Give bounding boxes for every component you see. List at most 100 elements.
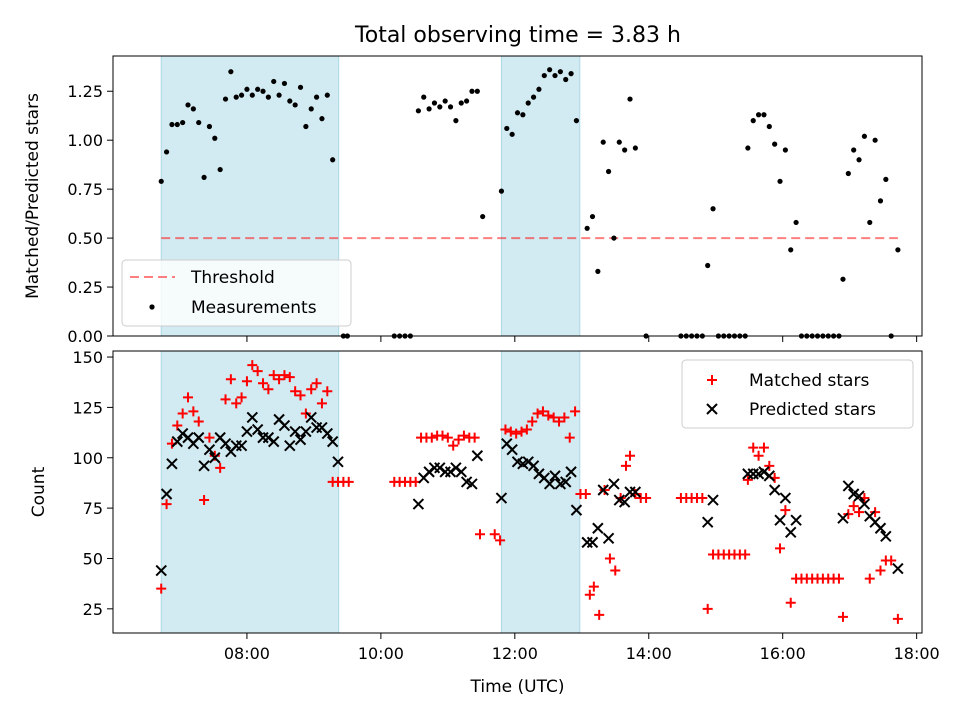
measurement-point bbox=[228, 69, 234, 75]
matched-star-point bbox=[564, 432, 575, 443]
predicted-star-point bbox=[629, 486, 642, 498]
matched-star-point bbox=[521, 424, 532, 435]
measurement-point bbox=[840, 276, 846, 282]
predicted-star-point bbox=[428, 462, 441, 474]
predicted-star-point bbox=[251, 423, 264, 436]
matched-star-point bbox=[594, 609, 605, 620]
predicted-star-point bbox=[747, 468, 759, 480]
count-panel-frame bbox=[112, 350, 923, 634]
measurement-point bbox=[319, 116, 325, 122]
matched-star-point bbox=[620, 460, 631, 471]
measurement-point bbox=[793, 219, 799, 226]
matched-star-point bbox=[274, 374, 285, 385]
matched-star-point bbox=[516, 426, 527, 437]
matched-star-point bbox=[458, 430, 469, 441]
measurement-point bbox=[557, 69, 563, 75]
matched-star-point bbox=[453, 434, 464, 445]
matched-star-point bbox=[279, 370, 290, 381]
matched-star-point bbox=[252, 366, 263, 377]
predicted-star-point bbox=[235, 439, 248, 452]
measurement-point bbox=[308, 106, 314, 112]
measurement-point bbox=[573, 118, 580, 124]
measurement-point bbox=[509, 131, 515, 137]
matched-star-point bbox=[864, 573, 875, 584]
count-panel-y-axis: 25 50 75 100 125 150 bbox=[72, 348, 113, 619]
y-tick-label: 150 bbox=[72, 348, 103, 367]
matched-star-point bbox=[505, 426, 516, 437]
matched-star-point bbox=[641, 493, 652, 504]
measurement-point bbox=[287, 98, 293, 104]
measurement-point bbox=[895, 247, 901, 253]
matched-star-point bbox=[532, 408, 543, 419]
matched-star-point bbox=[500, 424, 511, 435]
ratio-panel-frame bbox=[112, 55, 923, 337]
measurement-point bbox=[158, 178, 164, 184]
matched-star-point bbox=[426, 432, 437, 443]
matched-star-point bbox=[554, 416, 565, 427]
predicted-star-point bbox=[790, 514, 802, 526]
matched-star-point bbox=[854, 507, 865, 518]
measurement-point bbox=[777, 178, 783, 184]
measurement-point bbox=[584, 225, 590, 231]
predicted-star-point bbox=[506, 443, 518, 456]
measurement-point bbox=[415, 108, 421, 114]
legend-matched-swatch bbox=[707, 375, 717, 385]
legend-matched-label: Matched stars bbox=[749, 371, 869, 391]
legend-measurements-swatch bbox=[149, 304, 155, 310]
predicted-star-point bbox=[858, 498, 871, 510]
matched-star-point bbox=[220, 394, 231, 405]
y-tick-label: 25 bbox=[83, 600, 103, 619]
matched-star-point bbox=[785, 597, 796, 608]
predicted-star-point bbox=[305, 411, 317, 424]
ratio-panel-data bbox=[158, 67, 901, 339]
x-axis-label: Time (UTC) bbox=[470, 677, 565, 697]
predicted-star-point bbox=[624, 486, 636, 498]
measurement-point bbox=[520, 112, 526, 118]
matched-star-point bbox=[204, 432, 215, 443]
predicted-star-point bbox=[763, 470, 776, 482]
ratio-legend: Threshold Measurements bbox=[121, 259, 352, 327]
matched-star-point bbox=[764, 460, 775, 471]
measurement-point bbox=[458, 100, 464, 106]
count-panel-data bbox=[155, 360, 904, 624]
measurement-point bbox=[303, 123, 309, 130]
measurement-point bbox=[605, 168, 612, 175]
measurement-point bbox=[552, 72, 558, 79]
measurement-point bbox=[867, 219, 873, 226]
matched-star-point bbox=[156, 583, 167, 594]
measurement-point bbox=[600, 139, 606, 145]
measurement-point bbox=[271, 78, 277, 85]
ratio-legend-box bbox=[121, 259, 352, 327]
predicted-star-point bbox=[278, 419, 291, 432]
predicted-star-point bbox=[246, 411, 259, 424]
predicted-star-point bbox=[321, 427, 334, 440]
measurement-point bbox=[627, 96, 633, 102]
measurement-point bbox=[212, 135, 218, 141]
y-tick-label: 125 bbox=[72, 398, 103, 417]
predicted-star-point bbox=[701, 516, 714, 528]
matched-star-point bbox=[284, 372, 295, 383]
x-tick-label: 18:00 bbox=[894, 644, 940, 663]
predicted-star-point bbox=[586, 536, 599, 549]
predicted-star-point bbox=[853, 490, 865, 502]
predicted-star-point bbox=[543, 478, 556, 490]
measurement-point bbox=[313, 94, 320, 100]
predicted-star-point bbox=[455, 466, 467, 478]
count-panel: 25 50 75 100 125 150 08:00 10:00 12:00 14:00 16:0… bbox=[29, 348, 940, 697]
predicted-star-point bbox=[198, 460, 210, 472]
matched-star-point bbox=[588, 581, 599, 592]
matched-star-point bbox=[886, 555, 897, 566]
matched-star-point bbox=[610, 565, 621, 576]
measurement-point bbox=[281, 80, 288, 87]
count-legend: Matched stars Predicted stars bbox=[681, 359, 914, 429]
predicted-star-point bbox=[570, 504, 583, 516]
measurement-point bbox=[845, 170, 851, 177]
measurement-point bbox=[498, 188, 505, 194]
measurement-point bbox=[589, 213, 596, 220]
measurement-point bbox=[750, 118, 756, 124]
ratio-panel: 0.00 0.25 0.50 0.75 1.00 1.25 Matched/Predict… bbox=[23, 55, 923, 346]
predicted-star-point bbox=[268, 435, 280, 448]
measurement-point bbox=[622, 147, 628, 153]
predicted-star-point bbox=[209, 452, 221, 464]
measurement-point bbox=[469, 88, 475, 94]
